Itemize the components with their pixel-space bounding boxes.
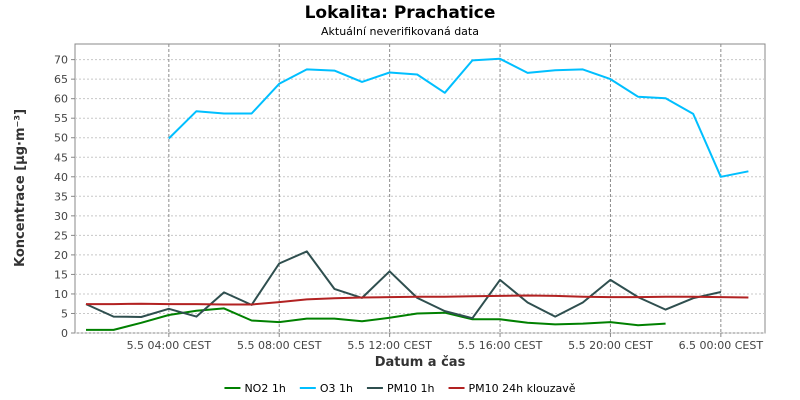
x-tick-label: 5.5 20:00 CEST bbox=[568, 339, 653, 352]
y-tick-label: 25 bbox=[54, 229, 68, 242]
plot-area bbox=[74, 43, 766, 334]
y-tick-label: 65 bbox=[54, 73, 68, 86]
x-axis-label: Datum a čas bbox=[375, 355, 466, 370]
y-tick-label: 5 bbox=[61, 307, 68, 320]
y-tick-label: 35 bbox=[54, 190, 68, 203]
legend-item: PM10 1h bbox=[366, 382, 435, 395]
chart-title: Lokalita: Prachatice bbox=[305, 3, 496, 23]
series-line-pm10-24h-klouzav bbox=[86, 294, 749, 306]
y-tick-label: 40 bbox=[54, 171, 68, 184]
y-tick-label: 0 bbox=[61, 327, 68, 340]
y-tick-label: 20 bbox=[54, 249, 68, 262]
y-axis-label: Koncentrace [µg·m⁻³] bbox=[13, 109, 28, 267]
legend-label: NO2 1h bbox=[244, 382, 285, 395]
legend-item: O3 1h bbox=[299, 382, 353, 395]
legend-item: NO2 1h bbox=[224, 382, 286, 395]
x-tick-label: 5.5 04:00 CEST bbox=[127, 339, 212, 352]
y-tick-label: 50 bbox=[54, 132, 68, 145]
y-tick-label: 70 bbox=[54, 54, 68, 67]
legend: NO2 1h O3 1h PM10 1h PM10 24h klouzavě bbox=[224, 382, 576, 395]
legend-label: PM10 24h klouzavě bbox=[469, 382, 576, 395]
chart-subtitle: Aktuální neverifikovaná data bbox=[321, 25, 479, 38]
series-line-pm10-1h bbox=[85, 250, 722, 320]
y-tick-label: 10 bbox=[54, 288, 68, 301]
legend-item: PM10 24h klouzavě bbox=[448, 382, 576, 395]
y-tick-label: 30 bbox=[54, 210, 68, 223]
x-tick-label: 6.5 00:00 CEST bbox=[679, 339, 764, 352]
series-line-o3-1h bbox=[168, 57, 749, 178]
x-tick-label: 5.5 12:00 CEST bbox=[347, 339, 432, 352]
y-tick-label: 15 bbox=[54, 268, 68, 281]
grid bbox=[75, 44, 765, 334]
y-tick-label: 55 bbox=[54, 112, 68, 125]
x-axis: 5.5 04:00 CEST 5.5 08:00 CEST 5.5 12:00 CE… bbox=[127, 333, 764, 352]
x-tick-label: 5.5 08:00 CEST bbox=[237, 339, 322, 352]
legend-label: PM10 1h bbox=[387, 382, 435, 395]
legend-label: O3 1h bbox=[320, 382, 353, 395]
x-tick-label: 5.5 16:00 CEST bbox=[458, 339, 543, 352]
y-axis: 0 5 10 15 20 25 30 35 40 45 50 55 60 65 70 bbox=[54, 54, 75, 340]
y-tick-label: 45 bbox=[54, 151, 68, 164]
series-layer bbox=[85, 57, 749, 331]
y-tick-label: 60 bbox=[54, 93, 68, 106]
